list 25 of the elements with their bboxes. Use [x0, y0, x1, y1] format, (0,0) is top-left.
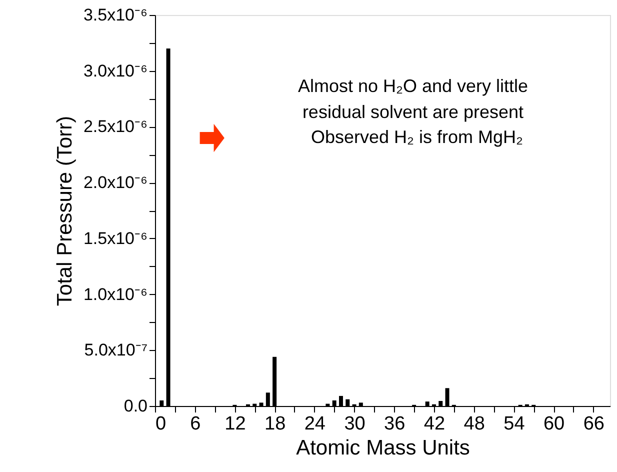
x-axis-title: Atomic Mass Units	[296, 436, 470, 460]
x-tick-label: 42	[424, 414, 446, 434]
annotation: Almost no H₂O and very little	[298, 76, 528, 96]
x-tick-label: 60	[543, 414, 565, 434]
y-tick-label: 3.0x10⁻⁶	[83, 61, 148, 80]
x-tick-label: 30	[344, 414, 366, 434]
y-tick-label: 5.0x10⁻⁷	[84, 340, 148, 360]
y-tick-label: 1.0x10⁻⁶	[83, 284, 148, 304]
x-tick-label: 36	[384, 414, 406, 434]
y-axis-title: Total Pressure (Torr)	[53, 116, 76, 306]
y-tick-label: 2.5x10⁻⁶	[83, 117, 148, 136]
x-tick-label: 66	[583, 414, 604, 434]
x-tick-label: 18	[264, 414, 286, 434]
x-tick-label: 24	[304, 414, 326, 434]
annotation: Observed H₂ is from MgH₂	[310, 127, 524, 147]
y-tick-label: 0.0	[124, 396, 148, 416]
x-tick-label: 0	[156, 414, 166, 434]
x-tick-label: 12	[224, 414, 246, 434]
y-tick-label: 1.5x10⁻⁶	[83, 228, 148, 248]
x-tick-label: 48	[464, 414, 485, 434]
x-tick-label: 6	[190, 414, 201, 434]
x-tick-label: 54	[504, 414, 526, 434]
y-tick-label: 3.5x10⁻⁶	[83, 6, 148, 24]
y-tick-label: 2.0x10⁻⁶	[83, 173, 148, 192]
annotation: residual solvent are present	[302, 102, 524, 122]
